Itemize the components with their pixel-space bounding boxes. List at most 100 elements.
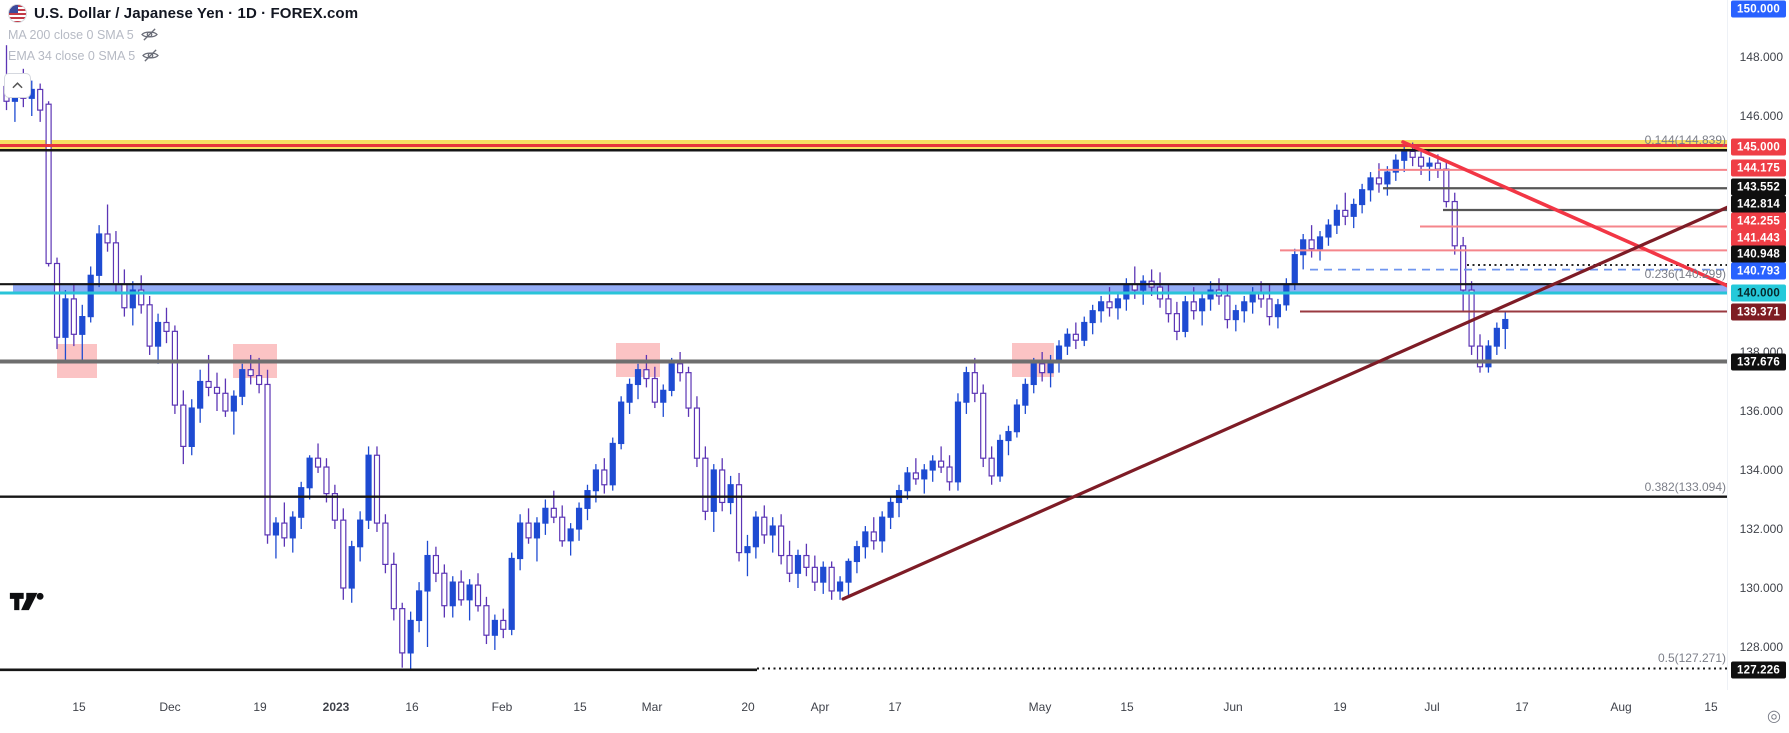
candle-body: [1140, 280, 1147, 291]
candle-body: [938, 460, 945, 468]
tradingview-logo[interactable]: [9, 592, 47, 616]
trendline-descending-resistance[interactable]: [1401, 140, 1730, 288]
candle-body: [129, 289, 136, 309]
candle-body: [584, 490, 591, 509]
candle-body: [256, 375, 263, 386]
price-label-badge: 144.175: [1731, 159, 1786, 177]
candle-body: [845, 560, 852, 583]
trendline-ascending-support[interactable]: [841, 205, 1730, 601]
collapse-indicators-button[interactable]: [4, 73, 31, 98]
candle-body: [264, 383, 271, 536]
candle-body: [618, 401, 625, 445]
candle-body: [121, 283, 128, 309]
price-tick: 148.000: [1739, 50, 1783, 64]
candle-body: [980, 392, 987, 459]
time-tick: Mar: [641, 700, 663, 714]
candle-body: [96, 233, 103, 276]
candle-body: [53, 262, 61, 338]
candle-body: [929, 460, 936, 471]
price-tick: 132.000: [1739, 522, 1783, 536]
candle-body: [702, 457, 709, 512]
candle-body: [811, 566, 818, 583]
time-tick: 15: [573, 700, 587, 714]
scales-target-icon[interactable]: ◎: [1767, 708, 1781, 725]
candle-body: [794, 554, 802, 574]
candle-body: [1443, 168, 1450, 203]
candle-body: [651, 377, 658, 403]
price-tick: 130.000: [1739, 581, 1783, 595]
candle-body: [786, 554, 793, 574]
price-label-badge: 143.552: [1731, 178, 1786, 196]
candle-body: [272, 522, 280, 536]
candle-body: [971, 372, 978, 394]
candle-body: [1064, 333, 1071, 347]
time-tick: Aug: [1610, 700, 1632, 714]
candle-body: [112, 242, 120, 285]
candle-body: [1182, 301, 1189, 332]
candle-body: [399, 608, 406, 654]
candle-body: [138, 289, 145, 306]
candle-body: [862, 531, 869, 548]
price-label-badge: 145.000: [1731, 138, 1786, 156]
candle-body: [458, 581, 465, 601]
candle-body: [449, 581, 456, 607]
time-tick: 15: [1120, 700, 1134, 714]
candle-body: [836, 581, 844, 592]
candle-body: [1325, 224, 1332, 238]
candle-body: [1502, 318, 1509, 329]
candle-body: [946, 466, 953, 483]
price-label-badge: 150.000: [1731, 0, 1786, 18]
price-label-badge: 127.226: [1731, 661, 1786, 679]
candle-body: [230, 395, 237, 412]
eye-off-icon[interactable]: [140, 27, 159, 42]
candle-body: [778, 525, 785, 557]
candle-body: [390, 563, 397, 610]
fib-level-label: 0.382(133.094): [1644, 480, 1726, 494]
candle-body: [1333, 209, 1340, 226]
time-tick: 2023: [322, 700, 350, 714]
candle-body: [803, 554, 810, 568]
candle-body: [314, 457, 322, 468]
candle-body: [550, 507, 557, 518]
price-label-badge: 141.443: [1731, 229, 1786, 247]
candle-body: [62, 298, 69, 338]
candle-body: [180, 404, 187, 448]
candle-body: [70, 298, 77, 335]
candle-body: [491, 619, 498, 636]
fib-level-label: 0.236(140.299): [1644, 267, 1726, 281]
price-label-badge: 142.255: [1731, 212, 1786, 230]
candle-body: [954, 401, 962, 483]
candle-body: [912, 472, 919, 480]
price-axis[interactable]: 148.000 146.000 138.000 136.000 134.000 132.0…: [1727, 0, 1789, 690]
candle-body: [247, 369, 254, 377]
candle-body: [769, 525, 776, 536]
time-axis[interactable]: 15 Dec 19 2023 16 Feb 15 Mar 20 Apr 17 May 15 Jun 19 Ju…: [0, 690, 1789, 733]
price-tick: 134.000: [1739, 463, 1783, 477]
candle-body: [1476, 345, 1484, 368]
time-tick: Jul: [1424, 700, 1440, 714]
candle-body: [1384, 171, 1391, 185]
candle-body: [1451, 200, 1458, 247]
eye-off-icon[interactable]: [141, 48, 160, 63]
candle-body: [719, 469, 726, 504]
candle-body: [1190, 301, 1197, 312]
indicator-row-ma200[interactable]: MA 200 close 0 SMA 5: [8, 24, 358, 45]
candle-body: [1224, 295, 1231, 321]
price-tick: 146.000: [1739, 109, 1783, 123]
candle-body: [407, 619, 414, 654]
symbol-header[interactable]: U.S. Dollar / Japanese Yen · 1D · FOREX.…: [8, 2, 358, 24]
candle-body: [171, 330, 178, 406]
candle-body: [710, 469, 717, 512]
indicator-row-ema34[interactable]: EMA 34 close 0 SMA 5: [8, 45, 358, 66]
candle-body: [1072, 333, 1079, 341]
candle-body: [1485, 345, 1492, 368]
candle-body: [668, 363, 675, 391]
candle-body: [1434, 162, 1442, 170]
candle-body: [104, 233, 111, 244]
candle-body: [382, 522, 389, 565]
candle-body: [1173, 313, 1180, 332]
candle-body: [1241, 301, 1248, 312]
candle-body: [517, 522, 524, 560]
